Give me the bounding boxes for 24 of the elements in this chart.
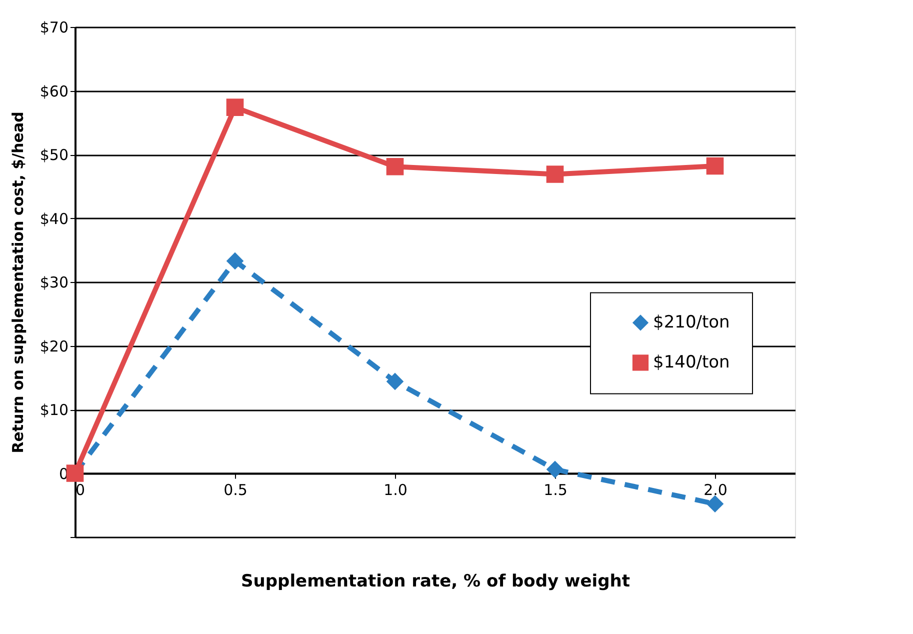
point — [706, 157, 724, 175]
point — [386, 158, 404, 176]
y-tick-label: $10 — [40, 401, 68, 419]
y-tick-label: $60 — [40, 82, 68, 100]
y-tick-label: $70 — [40, 18, 68, 36]
x-tick-label: 0.5 — [224, 480, 248, 499]
x-axis-title: Supplementation rate, % of body weight — [241, 572, 630, 592]
point — [706, 495, 724, 513]
point — [386, 372, 404, 390]
point — [546, 460, 564, 478]
x-tick-label: 1.0 — [384, 480, 408, 499]
y-axis-title: Return on supplementation cost, $/head — [8, 112, 27, 454]
point — [226, 98, 244, 116]
point — [226, 252, 244, 270]
legend-label: $140/ton — [653, 352, 730, 373]
point — [546, 166, 564, 183]
y-tick-label: $50 — [40, 146, 68, 164]
y-tick-label: $40 — [40, 210, 68, 228]
x-tick-label: 0 — [76, 480, 86, 499]
x-tick-label: 1.5 — [544, 480, 568, 499]
legend-label: $210/ton — [653, 312, 730, 333]
x-tick-label: 2.0 — [704, 480, 728, 499]
y-tick-label: $30 — [40, 274, 68, 292]
y-tick-label: $20 — [40, 337, 68, 356]
